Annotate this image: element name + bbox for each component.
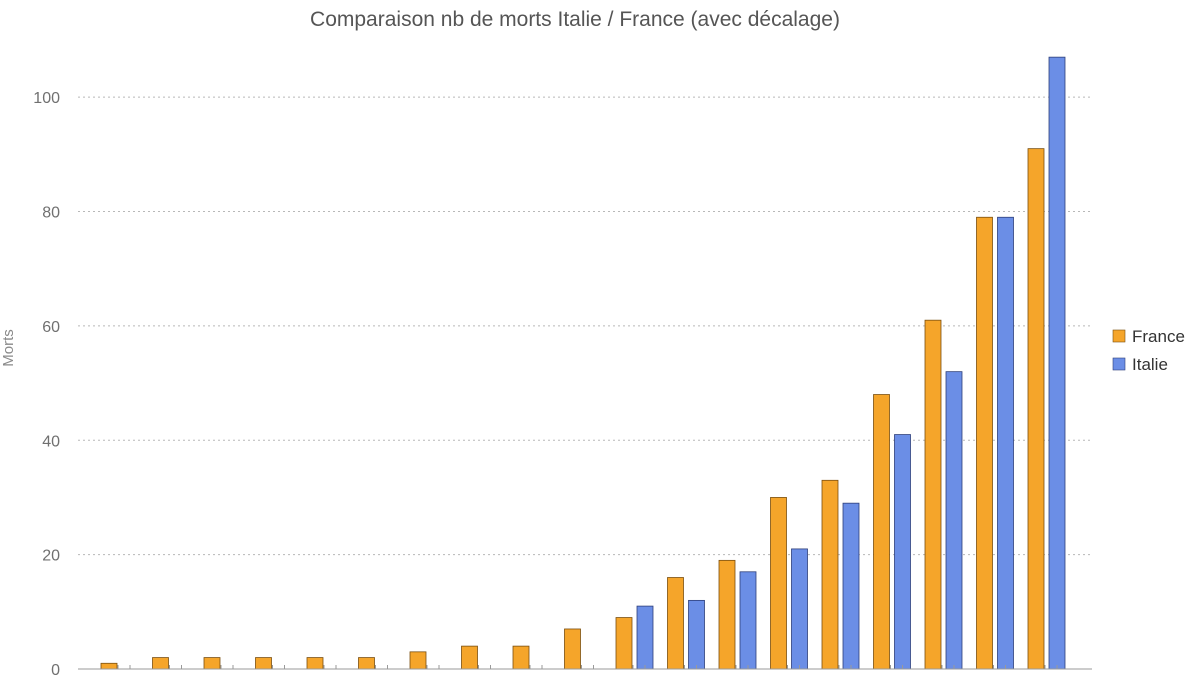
bar-italie-13	[739, 571, 757, 670]
legend-label-italie: Italie	[1132, 355, 1168, 374]
bar-italie-12	[688, 599, 705, 670]
bar-italie-17	[945, 371, 963, 670]
bar-france-16	[873, 394, 890, 670]
bar-italie-19	[1048, 56, 1066, 670]
gridlines	[78, 96, 1092, 556]
bar-france-6	[358, 657, 375, 670]
bar-france-7	[409, 651, 427, 670]
y-tick-label: 100	[33, 90, 60, 107]
y-tick-label: 80	[42, 205, 60, 222]
bar-france-1	[100, 662, 118, 670]
bar-italie-15	[842, 502, 860, 670]
legend-swatch-france	[1112, 329, 1126, 343]
bar-france-13	[718, 559, 736, 670]
y-tick-label: 0	[51, 662, 60, 679]
bar-france-3	[203, 657, 221, 670]
bars	[100, 56, 1066, 670]
chart-title: Comparaison nb de morts Italie / France …	[310, 8, 840, 31]
bar-france-15	[821, 479, 839, 670]
bar-france-12	[667, 577, 684, 670]
bar-italie-16	[894, 434, 911, 670]
legend-label-france: France	[1132, 327, 1185, 346]
bar-france-14	[770, 497, 787, 670]
bar-france-2	[152, 657, 169, 670]
y-tick-label: 40	[42, 433, 60, 450]
axes: 0 20 40 60 80 100	[33, 90, 1092, 679]
y-tick-label: 60	[42, 319, 60, 336]
bar-france-10	[564, 628, 581, 670]
bar-italie-11	[636, 605, 654, 670]
bar-france-8	[461, 645, 478, 670]
bar-france-11	[615, 617, 633, 670]
bar-italie-18	[997, 216, 1014, 670]
y-axis-title: Morts	[0, 329, 17, 367]
bar-france-9	[512, 645, 530, 670]
bar-italie-14	[791, 548, 808, 670]
y-tick-label: 20	[42, 548, 60, 565]
bar-france-19	[1027, 148, 1045, 670]
legend: France Italie	[1112, 327, 1185, 374]
bar-france-17	[924, 319, 942, 670]
bar-france-18	[976, 216, 993, 670]
legend-swatch-italie	[1112, 357, 1126, 371]
bar-france-4	[255, 657, 272, 670]
bar-france-5	[306, 657, 324, 670]
